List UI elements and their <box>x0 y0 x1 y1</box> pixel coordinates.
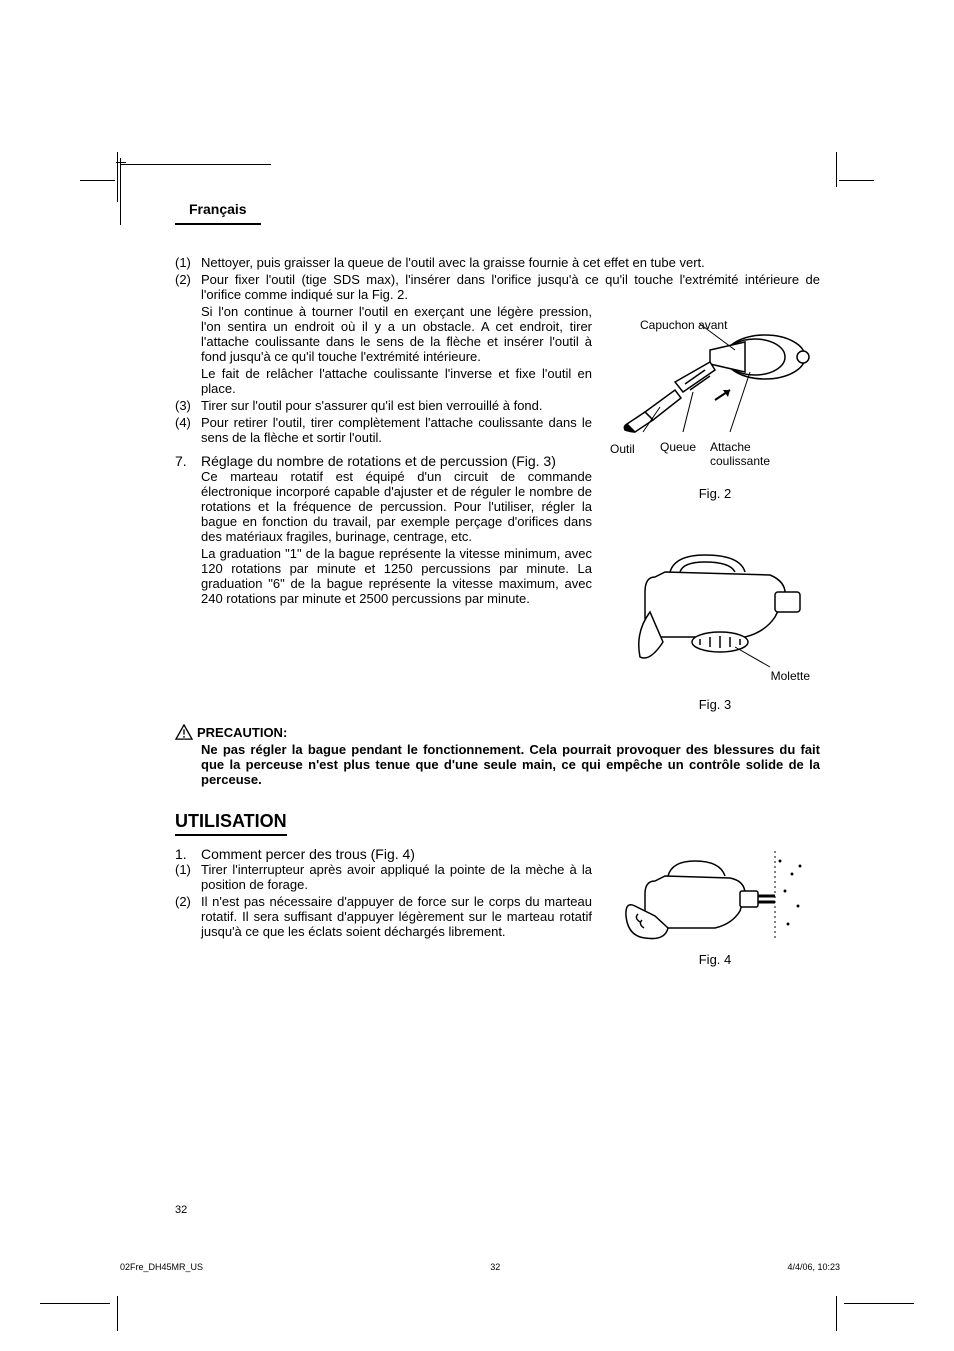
right-column: Capuchon avant <box>610 304 820 712</box>
paragraph: Si l'on continue à tourner l'outil en ex… <box>201 304 592 364</box>
figure-label: Outil <box>610 442 635 456</box>
cropmark <box>844 1303 914 1304</box>
section-title: Comment percer des trous (Fig. 4) <box>201 846 592 862</box>
page: Français (1) Nettoyer, puis graisser la … <box>0 0 954 1351</box>
list-text: Pour fixer l'outil (tige SDS max), l'ins… <box>201 272 820 302</box>
figure-4-svg <box>620 846 810 946</box>
section-number: 7. <box>175 453 201 469</box>
figure-3: Molette Fig. 3 <box>610 547 820 712</box>
two-column-region: Si l'on continue à tourner l'outil en ex… <box>175 304 820 712</box>
paragraph: Le fait de relâcher l'attache coulissant… <box>201 366 592 396</box>
figure-3-svg <box>625 547 805 677</box>
footer-date: 4/4/06, 10:23 <box>787 1262 840 1272</box>
list-text: Il n'est pas nécessaire d'appuyer de for… <box>201 894 592 939</box>
list-item: (1) Tirer l'interrupteur après avoir app… <box>175 862 592 892</box>
cropmark <box>80 180 115 181</box>
figure-label: Attache coulissante <box>710 440 790 468</box>
left-column: Si l'on continue à tourner l'outil en ex… <box>175 304 592 712</box>
precaution-heading: PRECAUTION: <box>175 724 820 740</box>
footer-page: 32 <box>490 1262 500 1272</box>
list-item: (3) Tirer sur l'outil pour s'assurer qu'… <box>175 398 592 413</box>
list-item: (4) Pour retirer l'outil, tirer complète… <box>175 415 592 445</box>
footer-doc-id: 02Fre_DH45MR_US <box>120 1262 203 1272</box>
list-text: Tirer sur l'outil pour s'assurer qu'il e… <box>201 398 592 413</box>
page-number: 32 <box>175 1204 187 1216</box>
warning-icon <box>175 724 193 740</box>
paragraph: La graduation "1" de la bague représente… <box>201 546 592 606</box>
list-number: (4) <box>175 415 201 445</box>
figure-caption: Fig. 4 <box>610 952 820 967</box>
section-title: Réglage du nombre de rotations et de per… <box>201 453 592 469</box>
language-tab: Français <box>175 195 261 225</box>
precaution-text: Ne pas régler la bague pendant le foncti… <box>201 742 820 787</box>
figure-label: Molette <box>610 669 820 683</box>
cropmark <box>116 158 126 168</box>
figure-caption: Fig. 3 <box>610 697 820 712</box>
list-item: (2) Pour fixer l'outil (tige SDS max), l… <box>175 272 820 302</box>
list-text: Pour retirer l'outil, tirer complètement… <box>201 415 592 445</box>
figure-label: Capuchon avant <box>640 318 727 332</box>
list-number: (2) <box>175 894 201 939</box>
page-content: Français (1) Nettoyer, puis graisser la … <box>175 195 820 967</box>
footer: 02Fre_DH45MR_US 32 4/4/06, 10:23 <box>120 1262 840 1272</box>
list-text: Tirer l'interrupteur après avoir appliqu… <box>201 862 592 892</box>
section-number: 1. <box>175 846 201 862</box>
two-column-region: 1. Comment percer des trous (Fig. 4) (1)… <box>175 846 820 967</box>
figure-2: Capuchon avant <box>610 312 820 497</box>
cropmark <box>836 1296 837 1331</box>
list-number: (1) <box>175 862 201 892</box>
cropmark <box>839 180 874 181</box>
section-heading: 7. Réglage du nombre de rotations et de … <box>175 453 592 469</box>
paragraph: Ce marteau rotatif est équipé d'un circu… <box>201 469 592 544</box>
precaution-label: PRECAUTION: <box>197 725 287 740</box>
list-item: (1) Nettoyer, puis graisser la queue de … <box>175 255 820 270</box>
list-text: Nettoyer, puis graisser la queue de l'ou… <box>201 255 820 270</box>
section-heading: 1. Comment percer des trous (Fig. 4) <box>175 846 592 862</box>
section-heading-utilisation: UTILISATION <box>175 811 287 836</box>
figure-label: Queue <box>660 440 696 454</box>
left-column: 1. Comment percer des trous (Fig. 4) (1)… <box>175 846 592 967</box>
figure-4: Fig. 4 <box>610 846 820 967</box>
cropmark <box>836 152 837 187</box>
list-number: (2) <box>175 272 201 302</box>
list-number: (1) <box>175 255 201 270</box>
list-number: (3) <box>175 398 201 413</box>
cropmark <box>117 1296 118 1331</box>
list-item: (2) Il n'est pas nécessaire d'appuyer de… <box>175 894 592 939</box>
cropmark <box>40 1303 110 1304</box>
right-column: Fig. 4 <box>610 846 820 967</box>
figure-caption: Fig. 2 <box>610 486 820 501</box>
